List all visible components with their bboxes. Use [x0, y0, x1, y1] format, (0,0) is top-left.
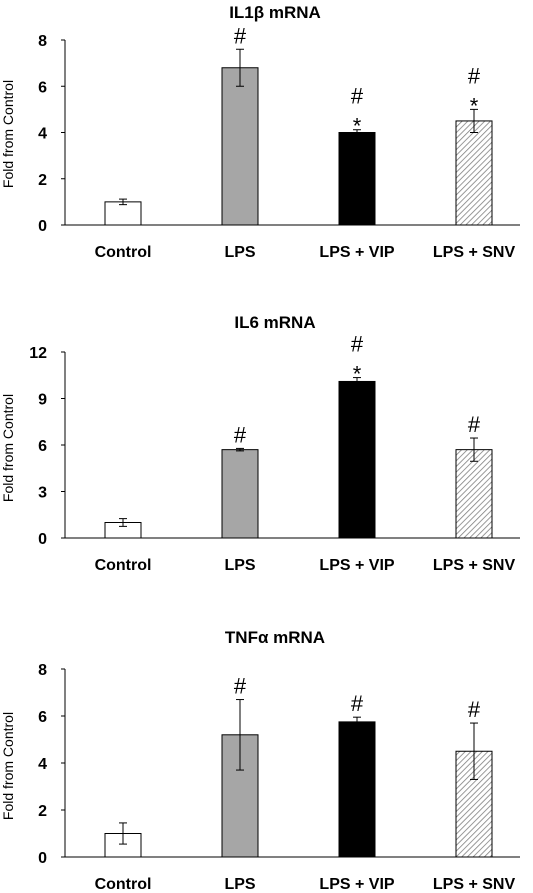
hash-marker: #	[351, 691, 364, 716]
bar-1	[104, 201, 142, 226]
y-tick-label: 2	[38, 172, 47, 189]
bar-4	[455, 449, 493, 539]
hash-marker: #	[234, 23, 247, 48]
y-axis-label: Fold from Control	[0, 712, 16, 820]
y-tick-label: 8	[38, 33, 47, 50]
chart-panel-3: TNFα mRNA Fold from Control 0 2 4 6 8 Control # L…	[0, 628, 520, 893]
y-tick-label: 12	[29, 345, 47, 362]
y-axis-label: Fold from Control	[0, 394, 16, 502]
chart-title: IL1β mRNA	[229, 3, 321, 22]
y-tick-label: 2	[38, 803, 47, 820]
y-tick-label: 9	[38, 392, 47, 409]
bar-3	[338, 721, 376, 858]
hash-marker: #	[351, 84, 364, 109]
asterisk-marker: *	[353, 362, 362, 387]
x-category-label: LPS + SNV	[433, 244, 516, 261]
asterisk-marker: *	[353, 114, 362, 139]
y-tick-label: 4	[38, 756, 47, 773]
bar-2	[221, 67, 259, 226]
x-category-label: Control	[95, 244, 152, 261]
hash-marker: #	[351, 332, 364, 357]
y-tick-label: 0	[38, 218, 47, 235]
x-category-label: Control	[95, 876, 152, 893]
chart-panel-1: IL1β mRNA Fold from Control 0 2 4 6 8 Control # L…	[0, 3, 520, 261]
x-category-label: LPS + VIP	[319, 876, 394, 893]
y-tick-label: 8	[38, 662, 47, 679]
chart-title: IL6 mRNA	[234, 313, 315, 332]
bar-3	[338, 380, 376, 539]
x-category-label: LPS	[224, 876, 255, 893]
y-tick-label: 6	[38, 709, 47, 726]
x-category-label: LPS + SNV	[433, 876, 516, 893]
asterisk-marker: *	[470, 93, 479, 118]
y-tick-label: 0	[38, 531, 47, 548]
x-category-label: LPS	[224, 244, 255, 261]
hash-marker: #	[468, 63, 481, 88]
bar-2	[221, 449, 259, 539]
y-tick-label: 6	[38, 79, 47, 96]
y-tick-label: 3	[38, 485, 47, 502]
x-category-label: LPS + VIP	[319, 244, 394, 261]
chart-panel-2: IL6 mRNA Fold from Control 0 3 6 9 12 Control # L…	[0, 313, 520, 574]
hash-marker: #	[468, 697, 481, 722]
y-tick-label: 0	[38, 850, 47, 867]
y-axis-label: Fold from Control	[0, 80, 16, 188]
bar-3	[338, 132, 376, 226]
x-category-label: LPS	[224, 557, 255, 574]
y-tick-label: 4	[38, 126, 47, 143]
hash-marker: #	[234, 422, 247, 447]
x-category-label: Control	[95, 557, 152, 574]
y-tick-label: 6	[38, 438, 47, 455]
x-category-label: LPS + VIP	[319, 557, 394, 574]
chart-title: TNFα mRNA	[225, 628, 325, 647]
hash-marker: #	[468, 412, 481, 437]
hash-marker: #	[234, 674, 247, 699]
bar-4	[455, 120, 493, 226]
bar-2	[221, 734, 259, 858]
x-category-label: LPS + SNV	[433, 557, 516, 574]
